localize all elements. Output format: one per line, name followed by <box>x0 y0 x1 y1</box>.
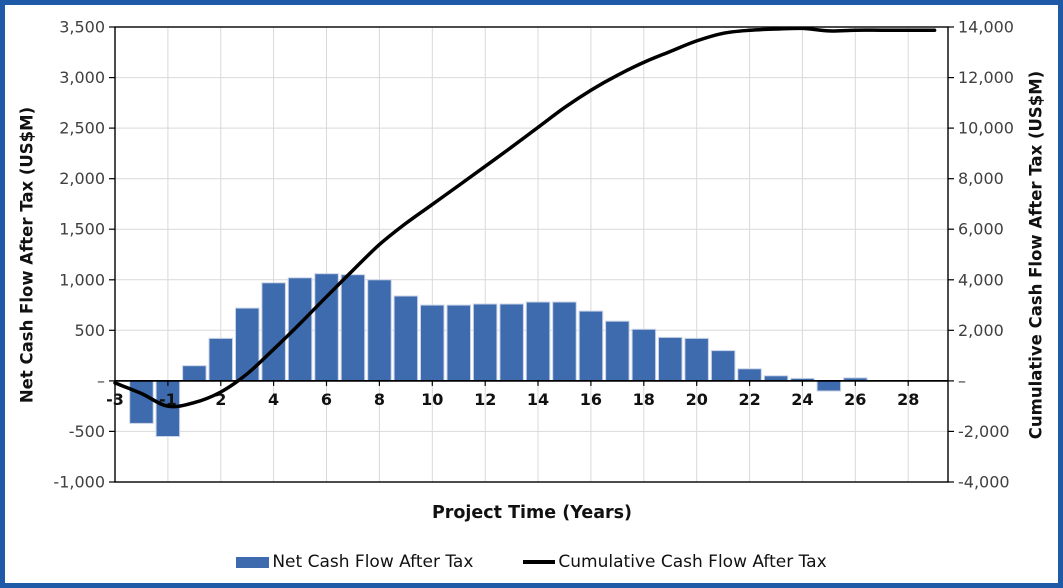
x-axis-tick-label: 4 <box>268 390 279 409</box>
bar-year-12 <box>472 303 498 382</box>
legend-label: Cumulative Cash Flow After Tax <box>558 552 827 572</box>
right-axis-tick-label: 8,000 <box>958 169 1004 188</box>
x-axis-tick-label: 26 <box>844 390 866 409</box>
left-axis-tick-label: 1,000 <box>59 270 105 289</box>
x-axis-tick-label: 2 <box>215 390 226 409</box>
bar-year-25 <box>816 380 842 392</box>
left-axis-tick-label: 3,500 <box>59 18 105 37</box>
x-axis-tick-label: 16 <box>580 390 602 409</box>
right-axis-tick-label: -2,000 <box>958 422 1010 441</box>
chart-plot-canvas: 3,500 3,000 2,500 2,000 1,500 1,000 500 – -500 -1… <box>53 18 1014 492</box>
x-axis-tick-label: 18 <box>633 390 655 409</box>
left-axis-tick-label: -1,000 <box>53 473 105 492</box>
x-axis-tick-label: 14 <box>527 390 549 409</box>
bar-year-11 <box>446 304 471 382</box>
bar-year-21 <box>710 350 736 382</box>
left-axis-tick-label: 2,500 <box>59 119 105 138</box>
legend-bar-swatch-icon <box>236 556 270 568</box>
right-axis-tick-label: – <box>958 371 966 390</box>
bar-year-19 <box>658 336 683 382</box>
left-axis-tick-label: – <box>97 371 105 390</box>
left-axis-tick-label: 1,500 <box>59 220 105 239</box>
right-axis-tick-label: 10,000 <box>958 119 1014 138</box>
left-axis-tick-label: 3,000 <box>59 68 105 87</box>
bar-year-15 <box>552 301 577 382</box>
bar-year-22 <box>737 368 762 382</box>
right-axis-tick-label: 12,000 <box>958 68 1014 87</box>
legend-label: Net Cash Flow After Tax <box>272 552 474 572</box>
bar-year-4 <box>261 282 286 382</box>
bar-year-20 <box>684 337 709 382</box>
legend-item-cumulative-cash-flow: Cumulative Cash Flow After Tax <box>523 552 827 572</box>
left-axis-title: Net Cash Flow After Tax (US$M) <box>17 106 37 404</box>
legend-item-net-cash-flow: Net Cash Flow After Tax <box>236 552 473 572</box>
x-axis-title: Project Time (Years) <box>431 503 633 523</box>
bar-year-7 <box>340 274 366 382</box>
plot-border <box>114 26 949 483</box>
right-axis-tick-label: 2,000 <box>958 321 1004 340</box>
x-axis-tick-label: 20 <box>686 390 708 409</box>
x-axis-tick-label: 6 <box>321 390 332 409</box>
bar-year-3 <box>235 307 260 382</box>
bar-year-10 <box>420 304 445 382</box>
right-axis-tick-label: 14,000 <box>958 18 1014 37</box>
bar-year-13 <box>499 303 524 382</box>
x-axis-tick-label: 28 <box>897 390 919 409</box>
cumulative-cash-flow-line <box>113 26 937 409</box>
legend-line-swatch-icon <box>523 560 556 564</box>
left-axis-tick-label: -500 <box>69 422 105 441</box>
right-axis-tick-label: 4,000 <box>958 270 1004 289</box>
bar-year-14 <box>525 301 551 382</box>
left-axis-tick-label: 2,000 <box>59 169 105 188</box>
bar-year-17 <box>605 320 630 382</box>
right-axis-tick-label: -4,000 <box>958 473 1010 492</box>
x-axis-tick-label: 10 <box>421 390 443 409</box>
bar-year--2 <box>129 380 154 424</box>
bar-year-16 <box>578 310 604 382</box>
x-axis-tick-label: 22 <box>738 390 760 409</box>
right-axis-tick-label: 6,000 <box>958 220 1004 239</box>
x-axis-tick-label: 8 <box>374 390 385 409</box>
x-axis-tick-label: 24 <box>791 390 813 409</box>
bar-year-9 <box>393 295 419 382</box>
bar-year-8 <box>367 279 392 382</box>
x-axis-tick-label: 12 <box>474 390 496 409</box>
left-axis-tick-label: 500 <box>74 321 105 340</box>
bar-year-1 <box>182 365 207 382</box>
bar-year-2 <box>208 337 233 382</box>
bar-year-18 <box>631 328 657 382</box>
x-axis-tick-label: -3 <box>106 390 124 409</box>
right-axis-title: Cumulative Cash Flow After Tax (US$M) <box>1026 70 1046 440</box>
legend: Net Cash Flow After Tax Cumulative Cash … <box>5 549 1058 575</box>
